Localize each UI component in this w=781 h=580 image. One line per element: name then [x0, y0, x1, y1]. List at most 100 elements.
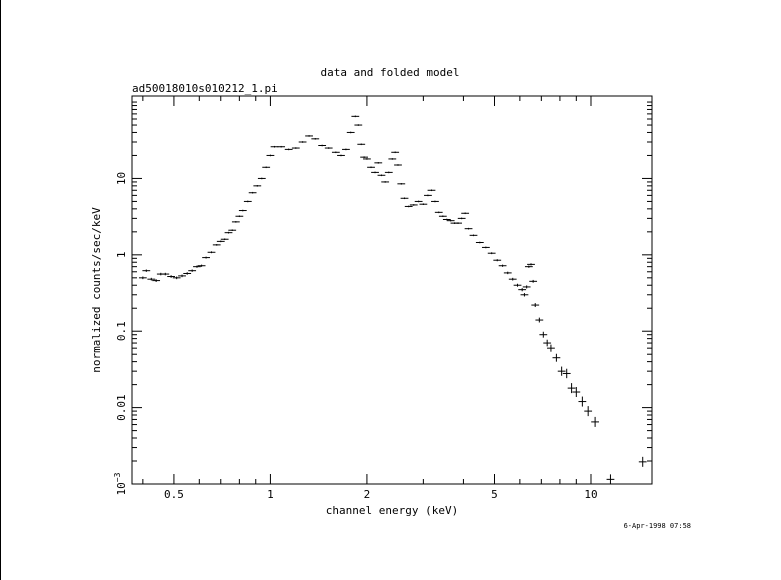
- x-axis-label: channel energy (keV): [326, 504, 458, 517]
- data-point: [518, 288, 527, 292]
- data-point: [243, 200, 252, 203]
- data-point: [572, 387, 581, 398]
- x-tick-label: 0.5: [164, 488, 184, 501]
- data-point: [257, 177, 266, 180]
- data-point: [442, 218, 451, 221]
- data-point: [228, 229, 237, 232]
- data-point: [167, 275, 176, 278]
- data-point: [543, 339, 552, 347]
- timestamp: 6-Apr-1998 07:58: [624, 522, 691, 530]
- data-point: [238, 209, 247, 212]
- x-tick-label: 2: [364, 488, 371, 501]
- data-point: [469, 234, 478, 237]
- data-point: [414, 200, 423, 203]
- y-tick-label-text: 0.1: [115, 321, 128, 341]
- data-point: [152, 279, 161, 282]
- y-tick-label-text: 10: [115, 482, 128, 495]
- data-point: [202, 256, 210, 259]
- x-axis: 0.5 1 2 5 10: [142, 96, 598, 501]
- data-point: [298, 141, 307, 143]
- plot-frame: [131, 95, 653, 485]
- data-point: [193, 265, 201, 268]
- data-point: [424, 194, 432, 197]
- data-point: [461, 212, 470, 215]
- data-point: [284, 148, 293, 151]
- data-point: [606, 474, 615, 485]
- data-point: [197, 264, 206, 267]
- data-point: [552, 353, 561, 362]
- data-point: [207, 251, 216, 254]
- chart-title: data and folded model: [320, 66, 459, 79]
- data-point: [178, 274, 186, 278]
- data-point: [454, 222, 462, 224]
- data-point: [397, 183, 406, 185]
- data-point: [409, 204, 418, 206]
- data-point: [578, 396, 587, 407]
- data-point: [527, 263, 535, 266]
- y-tick-label-text: 0.01: [115, 394, 128, 421]
- data-point: [419, 203, 428, 206]
- data-point: [305, 135, 313, 137]
- data-point: [381, 181, 390, 183]
- data-point: [291, 147, 300, 149]
- data-point: [524, 265, 533, 268]
- data-point: [354, 124, 363, 126]
- x-tick-label: 10: [584, 488, 597, 501]
- data-point: [388, 158, 397, 160]
- data-point: [498, 264, 507, 267]
- data-point: [377, 174, 386, 177]
- data-point: [351, 115, 360, 118]
- data-point: [529, 279, 538, 283]
- data-series: [138, 115, 647, 485]
- data-point: [384, 171, 393, 174]
- x-tick-label: 5: [491, 488, 498, 501]
- data-point: [522, 285, 531, 289]
- data-point: [457, 217, 466, 220]
- data-point: [481, 246, 490, 249]
- data-point: [216, 240, 225, 243]
- data-point: [342, 148, 350, 151]
- data-point: [539, 331, 548, 338]
- data-point: [142, 269, 151, 272]
- data-point: [567, 383, 576, 394]
- data-point: [638, 456, 647, 467]
- y-tick-exponent: −3: [113, 472, 122, 482]
- data-point: [188, 269, 197, 272]
- data-point: [531, 303, 540, 308]
- data-point: [270, 145, 279, 148]
- y-axis-label: normalized counts/sec/keV: [90, 207, 103, 373]
- y-tick-label: 0.01: [115, 394, 128, 421]
- data-point: [367, 166, 375, 169]
- window-left-edge: [0, 0, 1, 580]
- data-point: [438, 215, 447, 218]
- data-point: [434, 211, 443, 214]
- data-point: [591, 416, 599, 427]
- y-tick-label-text: 1: [115, 252, 128, 259]
- data-point: [253, 185, 262, 187]
- data-point: [446, 219, 455, 222]
- data-point: [231, 221, 240, 223]
- data-point: [391, 151, 400, 154]
- data-point: [513, 283, 522, 287]
- data-point: [248, 191, 257, 194]
- y-tick-label-text: 10: [115, 172, 128, 185]
- data-point: [346, 131, 355, 134]
- data-point: [172, 276, 181, 280]
- y-tick-label: 0.1: [115, 321, 128, 341]
- data-point: [520, 293, 529, 297]
- data-point: [311, 138, 320, 140]
- data-point: [562, 368, 571, 379]
- data-point: [557, 366, 566, 376]
- data-point: [262, 166, 271, 169]
- data-point: [183, 272, 192, 275]
- data-point: [374, 162, 383, 164]
- data-point: [371, 171, 379, 174]
- y-tick-label: 10−3: [113, 472, 128, 495]
- data-point: [277, 145, 286, 148]
- data-point: [224, 231, 233, 234]
- data-point: [266, 154, 275, 157]
- data-point: [235, 215, 244, 218]
- data-point: [161, 272, 170, 276]
- x-tick-label: 1: [267, 488, 274, 501]
